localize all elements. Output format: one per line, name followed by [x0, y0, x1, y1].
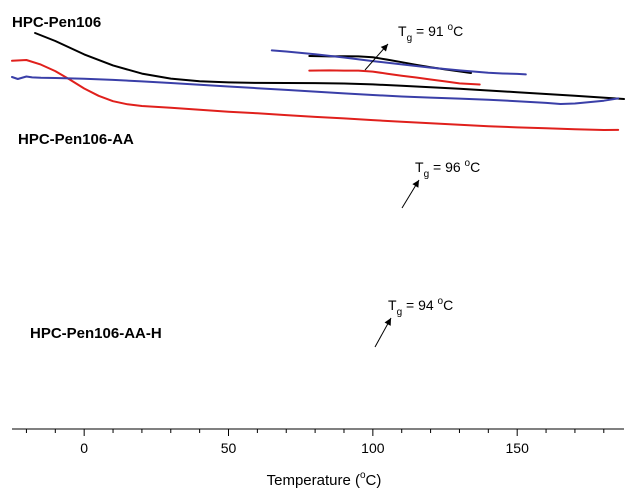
labels-layer: HPC-Pen106 Tg = 91 oC HPC-Pen106-AA Tg = 96… — [12, 14, 480, 348]
hpc-pen106-aa-h-trace — [11, 75, 620, 105]
x-axis: 0 50 100 150 Temperature (oC) — [12, 428, 624, 489]
traces-layer — [11, 32, 625, 131]
hpc-pen106-aa-trace — [11, 59, 620, 131]
hpc-pen106-aa-h-label: HPC-Pen106-AA-H — [30, 325, 162, 342]
hpc-pen106-tg-label: Tg = 91 oC — [398, 22, 463, 44]
hpc-pen106-aa-h-tg-label: Tg = 94 oC — [388, 296, 453, 318]
x-tick-label: 50 — [221, 440, 237, 456]
x-tick-label: 100 — [361, 440, 385, 456]
hpc-pen106-tg-arrow-head — [380, 44, 388, 52]
hpc-pen106-aa-h-inset-trace — [270, 49, 527, 76]
hpc-pen106-aa-tg-label: Tg = 96 oC — [415, 158, 480, 180]
hpc-pen106-aa-label: HPC-Pen106-AA — [18, 131, 134, 148]
x-tick-label: 150 — [506, 440, 530, 456]
hpc-pen106-trace — [34, 32, 625, 100]
x-tick-label: 0 — [80, 440, 88, 456]
x-axis-title: Temperature (oC) — [267, 470, 382, 489]
hpc-pen106-aa-inset-trace — [308, 69, 481, 86]
hpc-pen106-aa-tg-arrow-head — [412, 180, 419, 188]
hpc-pen106-label: HPC-Pen106 — [12, 14, 101, 31]
hpc-pen106-aa-h-tg-arrow-head — [384, 318, 391, 326]
